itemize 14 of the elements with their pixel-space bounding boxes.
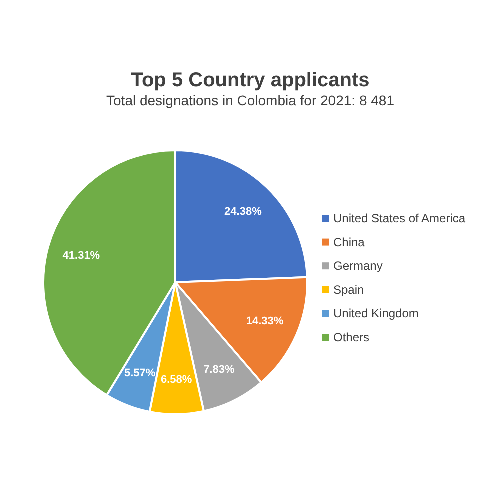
data-label: 5.57% bbox=[124, 368, 156, 380]
legend-label: United Kingdom bbox=[334, 306, 419, 321]
data-label: 14.33% bbox=[246, 316, 284, 328]
legend-label: Germany bbox=[334, 259, 383, 274]
data-label: 24.38% bbox=[224, 206, 262, 218]
chart-title: Top 5 Country applicants bbox=[131, 70, 370, 92]
legend-label: Spain bbox=[334, 282, 364, 297]
chart-subtitle: Total designations in Colombia for 2021: 8 481 bbox=[106, 92, 395, 108]
data-label: 6.58% bbox=[160, 374, 192, 386]
legend-label: China bbox=[334, 235, 366, 250]
data-label: 7.83% bbox=[204, 364, 235, 376]
legend-label: Others bbox=[334, 330, 370, 344]
legend-label: United States of America bbox=[334, 212, 466, 226]
data-label: 41.31% bbox=[62, 250, 100, 262]
